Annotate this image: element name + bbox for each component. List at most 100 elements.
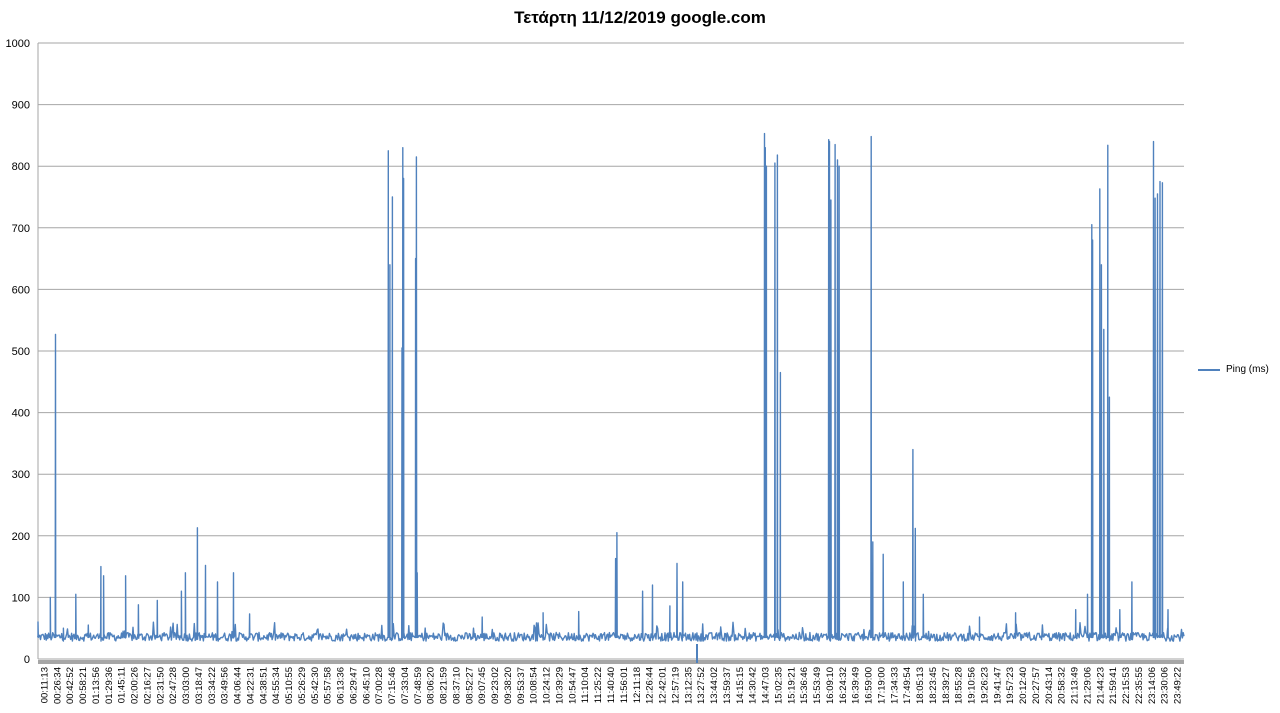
- x-tick-label: 21:29:06: [1082, 667, 1093, 704]
- x-tick-label: 04:55:34: [271, 667, 282, 704]
- x-tick-label: 23:30:06: [1160, 667, 1171, 704]
- x-tick-label: 13:44:02: [709, 667, 720, 704]
- x-tick-label: 18:39:27: [941, 667, 952, 704]
- x-tick-label: 09:07:45: [477, 667, 488, 704]
- x-tick-label: 18:23:45: [928, 667, 939, 704]
- y-tick-label-300: 300: [12, 469, 30, 481]
- x-tick-label: 20:58:32: [1057, 667, 1068, 704]
- x-tick-label: 17:49:54: [902, 667, 913, 704]
- y-tick-label-900: 900: [12, 100, 30, 112]
- y-tick-label-0: 0: [24, 654, 30, 666]
- x-tick-label: 22:35:55: [1134, 667, 1145, 704]
- x-tick-label: 16:09:10: [825, 667, 836, 704]
- x-tick-label: 13:27:52: [696, 667, 707, 704]
- x-tick-label: 11:40:40: [606, 667, 617, 703]
- x-tick-label: 08:21:59: [439, 667, 450, 704]
- x-tick-label: 13:59:37: [722, 667, 733, 704]
- x-tick-label: 06:13:36: [336, 667, 347, 704]
- x-tick-label: 06:45:10: [361, 667, 372, 704]
- x-tick-label: 09:23:02: [490, 667, 501, 704]
- x-tick-label: 19:41:47: [992, 667, 1003, 704]
- y-tick-label-200: 200: [12, 531, 30, 543]
- x-tick-label: 19:26:23: [979, 667, 990, 704]
- x-tick-label: 10:54:47: [567, 667, 578, 704]
- x-tick-label: 17:34:33: [889, 667, 900, 704]
- series-line-ping: [37, 132, 1185, 642]
- legend-swatch: [1198, 368, 1220, 371]
- x-tick-label: 00:11:13: [39, 667, 50, 703]
- x-axis-bar: [38, 660, 1184, 664]
- x-tick-label: 10:08:54: [529, 667, 540, 704]
- x-tick-label: 02:00:26: [130, 667, 141, 704]
- y-axis-ticks: 0 100 200 300 400 500 600 700 800 900 1000: [6, 38, 30, 666]
- x-tick-label: 15:53:49: [812, 667, 823, 704]
- x-tick-label: 04:38:51: [258, 667, 269, 704]
- x-tick-label: 01:45:11: [117, 667, 128, 703]
- x-tick-label: 20:27:57: [1031, 667, 1042, 704]
- y-tick-label-600: 600: [12, 284, 30, 296]
- x-tick-label: 00:26:34: [52, 667, 63, 704]
- x-tick-label: 02:47:28: [168, 667, 179, 704]
- x-tick-label: 15:36:46: [799, 667, 810, 704]
- x-tick-label: 18:55:28: [954, 667, 965, 704]
- x-tick-label: 19:57:23: [1005, 667, 1016, 704]
- x-tick-label: 15:19:21: [786, 667, 797, 704]
- x-tick-label: 03:34:22: [207, 667, 218, 704]
- y-tick-label-1000: 1000: [6, 38, 30, 50]
- x-axis-ticks: 00:11:13 00:26:34 00:42:52 00:58:21 01:13:56…: [39, 667, 1183, 704]
- x-tick-label: 21:13:49: [1070, 667, 1081, 704]
- y-tick-label-700: 700: [12, 223, 30, 235]
- x-tick-label: 11:25:22: [593, 667, 604, 703]
- x-tick-label: 12:42:01: [658, 667, 669, 704]
- x-tick-label: 04:22:31: [246, 667, 257, 704]
- x-tick-label: 14:15:15: [735, 667, 746, 704]
- x-tick-label: 02:31:50: [155, 667, 166, 704]
- x-tick-label: 02:16:27: [142, 667, 153, 704]
- x-tick-label: 04:06:44: [233, 667, 244, 704]
- y-tick-label-500: 500: [12, 346, 30, 358]
- chart-title: Τετάρτη 11/12/2019 google.com: [514, 8, 766, 27]
- x-tick-label: 21:44:23: [1095, 667, 1106, 704]
- x-tick-label: 05:57:58: [323, 667, 334, 704]
- series-ping: [37, 132, 1185, 642]
- x-tick-label: 12:11:18: [632, 667, 643, 703]
- x-tick-label: 00:58:21: [78, 667, 89, 704]
- x-tick-label: 10:39:29: [555, 667, 566, 704]
- x-tick-label: 18:05:13: [915, 667, 926, 704]
- x-axis: [38, 644, 1184, 664]
- x-tick-label: 05:42:30: [310, 667, 321, 704]
- x-tick-label: 16:24:32: [838, 667, 849, 704]
- x-tick-label: 19:10:56: [967, 667, 978, 704]
- y-tick-label-400: 400: [12, 408, 30, 420]
- x-tick-label: 00:42:52: [65, 667, 76, 704]
- x-tick-label: 14:47:03: [761, 667, 772, 704]
- x-tick-label: 16:39:49: [851, 667, 862, 704]
- x-tick-label: 23:14:06: [1147, 667, 1158, 704]
- x-tick-label: 07:15:46: [387, 667, 398, 704]
- x-tick-label: 20:12:40: [1018, 667, 1029, 704]
- x-tick-label: 08:52:27: [464, 667, 475, 704]
- x-tick-label: 12:26:44: [645, 667, 656, 704]
- x-tick-label: 09:38:20: [503, 667, 514, 704]
- gridlines: [37, 42, 1184, 660]
- x-tick-label: 03:18:47: [194, 667, 205, 704]
- x-tick-label: 13:12:35: [683, 667, 694, 704]
- x-tick-label: 01:29:36: [104, 667, 115, 704]
- x-tick-label: 07:00:28: [374, 667, 385, 704]
- x-tick-label: 07:33:04: [400, 667, 411, 704]
- x-tick-label: 14:30:42: [748, 667, 759, 704]
- x-tick-label: 15:02:35: [773, 667, 784, 704]
- x-tick-label: 05:26:29: [297, 667, 308, 704]
- legend-label: Ping (ms): [1226, 364, 1269, 375]
- x-tick-label: 05:10:55: [284, 667, 295, 704]
- x-tick-label: 03:49:56: [220, 667, 231, 704]
- x-tick-label: 03:03:00: [181, 667, 192, 704]
- x-tick-label: 16:59:00: [864, 667, 875, 704]
- x-tick-label: 11:56:01: [619, 667, 630, 703]
- x-tick-label: 22:15:53: [1121, 667, 1132, 704]
- y-tick-label-800: 800: [12, 161, 30, 173]
- x-tick-label: 11:10:04: [580, 667, 591, 703]
- x-tick-label: 08:37:10: [452, 667, 463, 704]
